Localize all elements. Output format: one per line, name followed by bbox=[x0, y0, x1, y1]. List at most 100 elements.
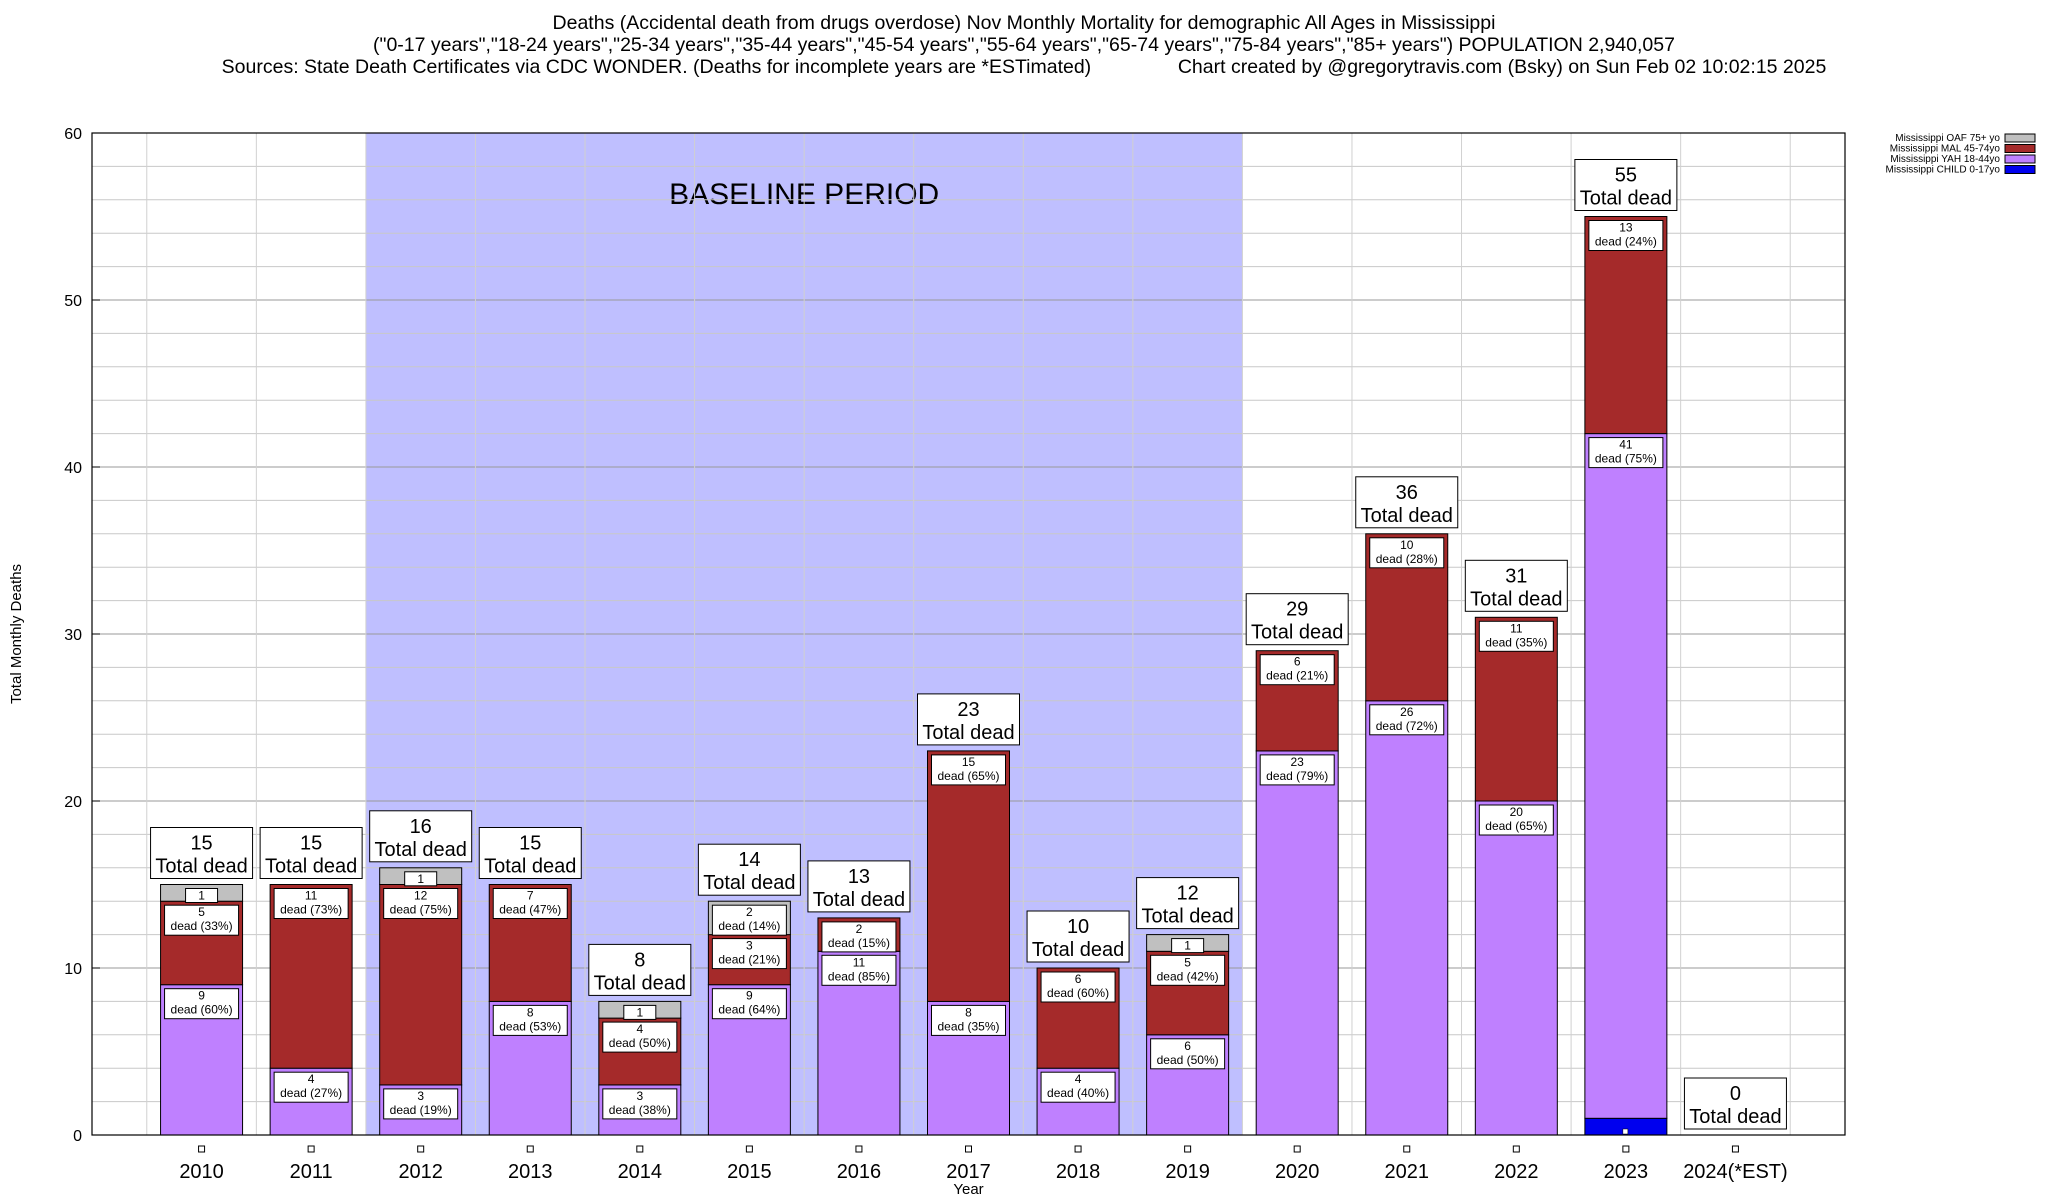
y-tick-label: 60 bbox=[64, 126, 82, 143]
segment-percent-label: dead (75%) bbox=[1595, 452, 1657, 466]
segment-value-label: 6 bbox=[1184, 1039, 1191, 1053]
total-value-label: 16 bbox=[410, 816, 432, 838]
total-label-box bbox=[1355, 476, 1459, 529]
title-line-2: ("0-17 years","18-24 years","25-34 years… bbox=[373, 34, 1675, 56]
segment-label-box bbox=[711, 904, 787, 936]
x-tick-label: 2010 bbox=[179, 1161, 224, 1183]
segment-percent-label: dead (75%) bbox=[390, 903, 452, 917]
total-value-label: 15 bbox=[519, 833, 541, 855]
bar-segment bbox=[927, 750, 1010, 1002]
segment-value-label: 12 bbox=[414, 889, 428, 903]
y-tick-label: 40 bbox=[64, 460, 82, 477]
segment-label-box bbox=[404, 871, 438, 887]
segment-value-label: 26 bbox=[1400, 705, 1414, 719]
segment-label-box bbox=[164, 988, 240, 1020]
segment-label-box bbox=[492, 1004, 568, 1036]
total-text-label: Total dead bbox=[375, 839, 467, 861]
segment-percent-label: dead (38%) bbox=[609, 1103, 671, 1117]
y-tick-label: 20 bbox=[64, 794, 82, 811]
x-tick-marker bbox=[1184, 1145, 1192, 1153]
total-label-box bbox=[1574, 159, 1678, 211]
segment-label-box bbox=[931, 1004, 1006, 1036]
segment-label-box bbox=[931, 754, 1006, 786]
legend-entry: Mississippi MAL 45-74yo bbox=[1890, 144, 2036, 155]
x-tick-marker bbox=[307, 1145, 315, 1153]
x-tick-label: 2017 bbox=[946, 1161, 991, 1183]
segment-percent-label: dead (79%) bbox=[1266, 769, 1328, 783]
bar-segment bbox=[1584, 433, 1668, 1119]
segment-label-box bbox=[273, 1071, 349, 1103]
bar-segment bbox=[1474, 800, 1558, 1136]
total-text-label: Total dead bbox=[813, 889, 905, 911]
bar-segment bbox=[1365, 700, 1449, 1136]
segment-percent-label: dead (21%) bbox=[1266, 669, 1328, 683]
x-tick-marker bbox=[745, 1145, 753, 1153]
total-value-label: 55 bbox=[1615, 165, 1637, 187]
segment-label-box bbox=[1040, 1071, 1116, 1103]
total-label-box bbox=[917, 693, 1020, 746]
x-tick-label: 2021 bbox=[1385, 1161, 1430, 1183]
legend-swatch bbox=[2004, 133, 2036, 143]
total-label-box bbox=[807, 860, 911, 913]
x-tick-label: 2013 bbox=[508, 1161, 553, 1183]
x-tick-marker bbox=[1074, 1145, 1082, 1153]
segment-value-label: 6 bbox=[1075, 972, 1082, 986]
total-label-box bbox=[1026, 910, 1130, 963]
segment-label-box bbox=[821, 954, 897, 986]
x-tick-marker bbox=[198, 1145, 206, 1153]
segment-percent-label: dead (42%) bbox=[1157, 969, 1219, 983]
segment-label-box bbox=[164, 904, 240, 936]
total-text-label: Total dead bbox=[155, 856, 247, 878]
total-text-label: Total dead bbox=[484, 856, 576, 878]
total-label-box bbox=[369, 810, 473, 863]
total-value-label: 23 bbox=[957, 699, 979, 721]
segment-label-box bbox=[1588, 220, 1664, 251]
segment-label-box bbox=[383, 888, 459, 919]
segment-percent-label: dead (50%) bbox=[1157, 1053, 1219, 1067]
total-label-box bbox=[697, 843, 801, 896]
segment-label-box bbox=[711, 938, 787, 970]
title-line-1: Deaths (Accidental death from drugs over… bbox=[552, 12, 1496, 34]
y-tick-label: 50 bbox=[64, 293, 82, 310]
x-tick-label: 2011 bbox=[290, 1161, 333, 1183]
total-text-label: Total dead bbox=[922, 722, 1014, 744]
segment-percent-label: dead (85%) bbox=[828, 969, 890, 983]
legend-entry: Mississippi YAH 18-44yo bbox=[1890, 154, 2036, 165]
segment-label-box bbox=[492, 888, 568, 919]
total-label-box bbox=[1683, 1077, 1787, 1130]
title-line-3: Sources: State Death Certificates via CD… bbox=[221, 56, 1827, 78]
total-value-label: 13 bbox=[848, 866, 870, 888]
y-tick-label: 0 bbox=[73, 1128, 82, 1145]
segment-value-label: 1 bbox=[1184, 939, 1191, 953]
segment-label-box bbox=[1171, 938, 1205, 954]
segment-percent-label: dead (28%) bbox=[1376, 552, 1438, 566]
segment-value-label: 15 bbox=[962, 755, 976, 769]
segment-label-box bbox=[1150, 1038, 1226, 1070]
segment-label-box bbox=[623, 1004, 657, 1020]
x-axis-label: Year bbox=[953, 1181, 983, 1198]
total-value-label: 8 bbox=[634, 949, 645, 971]
x-tick-marker bbox=[1512, 1145, 1520, 1153]
segment-percent-label: dead (19%) bbox=[390, 1103, 452, 1117]
total-text-label: Total dead bbox=[1032, 939, 1124, 961]
segment-percent-label: dead (35%) bbox=[1485, 635, 1547, 649]
total-value-label: 0 bbox=[1730, 1083, 1741, 1105]
legend-label: Mississippi OAF 75+ yo bbox=[1895, 133, 2000, 144]
x-tick-marker bbox=[636, 1145, 644, 1153]
segment-value-label: 3 bbox=[746, 939, 753, 953]
segment-value-label: 23 bbox=[1291, 755, 1305, 769]
total-text-label: Total dead bbox=[1689, 1106, 1781, 1128]
segment-label-box bbox=[1369, 537, 1445, 569]
bar-segment bbox=[1584, 216, 1668, 435]
segment-percent-label: dead (53%) bbox=[499, 1019, 561, 1033]
child-segment-marker bbox=[1622, 1128, 1629, 1135]
segment-label-box bbox=[383, 1088, 459, 1120]
